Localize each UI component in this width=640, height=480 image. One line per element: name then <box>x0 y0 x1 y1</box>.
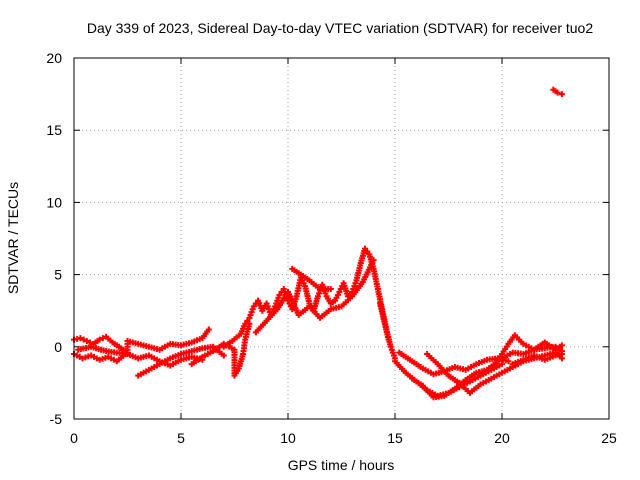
y-tick-label: 10 <box>46 194 62 210</box>
y-axis-ticks: -5 0 5 10 15 20 <box>46 50 609 427</box>
x-tick-label: 25 <box>601 430 617 446</box>
chart-title: Day 339 of 2023, Sidereal Day-to-day VTE… <box>87 20 594 36</box>
data-point <box>327 286 334 293</box>
plot-frame <box>73 57 610 420</box>
x-axis-ticks: 0 5 10 15 20 25 <box>70 58 617 446</box>
data-point <box>96 336 103 343</box>
x-axis-label: GPS time / hours <box>288 457 395 473</box>
data-point <box>385 336 392 343</box>
data-point <box>220 352 227 359</box>
data-point <box>558 342 565 349</box>
data-point <box>77 335 84 342</box>
data-point <box>558 348 565 355</box>
y-tick-label: 0 <box>54 339 62 355</box>
y-axis-label: SDTVAR / TECUs <box>5 182 21 294</box>
y-tick-label: 20 <box>46 50 62 66</box>
data-point <box>87 339 94 346</box>
y-tick-label: 5 <box>54 267 62 283</box>
data-point <box>505 358 512 365</box>
data-point <box>554 89 561 96</box>
data-point <box>205 326 212 333</box>
x-tick-label: 10 <box>280 430 296 446</box>
data-point <box>83 338 90 345</box>
y-tick-label: 15 <box>46 122 62 138</box>
data-point <box>99 335 106 342</box>
x-tick-label: 15 <box>387 430 403 446</box>
data-point <box>370 257 377 264</box>
data-point <box>558 91 565 98</box>
data-point <box>80 336 87 343</box>
y-tick-label: -5 <box>50 411 63 427</box>
x-tick-label: 5 <box>177 430 185 446</box>
data-points <box>71 86 565 401</box>
x-tick-label: 0 <box>70 430 78 446</box>
x-tick-label: 20 <box>494 430 510 446</box>
data-point <box>499 361 505 368</box>
